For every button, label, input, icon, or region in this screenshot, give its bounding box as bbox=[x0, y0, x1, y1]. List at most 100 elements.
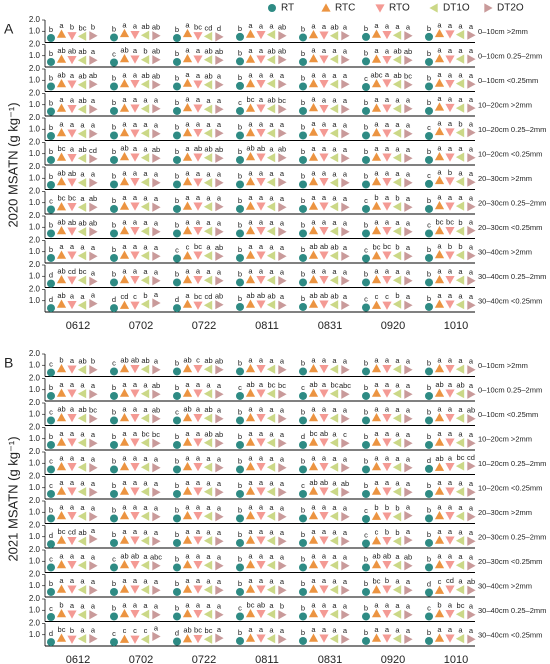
data-marker bbox=[215, 153, 224, 163]
significance-letter: a bbox=[185, 527, 190, 536]
significance-letter: a bbox=[122, 193, 127, 202]
data-marker bbox=[404, 300, 413, 310]
data-marker bbox=[119, 462, 130, 471]
significance-letter: a bbox=[196, 193, 201, 202]
significance-letter: a bbox=[59, 21, 64, 30]
significance-letter: b bbox=[238, 196, 242, 205]
significance-letter: a bbox=[248, 576, 253, 585]
significance-letter: d bbox=[49, 531, 53, 540]
data-marker bbox=[47, 440, 55, 449]
significance-letter: a bbox=[248, 503, 253, 512]
data-marker bbox=[425, 464, 433, 473]
data-marker bbox=[404, 129, 413, 139]
significance-letter: a bbox=[469, 479, 474, 488]
significance-letter: a bbox=[59, 429, 64, 438]
significance-letter: a bbox=[70, 120, 75, 129]
significance-letter: a bbox=[269, 601, 274, 610]
data-marker bbox=[77, 202, 87, 212]
significance-letter: a bbox=[217, 219, 222, 228]
data-marker bbox=[392, 536, 402, 546]
significance-letter: b bbox=[175, 383, 179, 392]
significance-letter: bc bbox=[68, 194, 76, 203]
significance-letter: b bbox=[238, 628, 242, 637]
data-marker bbox=[67, 413, 77, 423]
data-marker bbox=[308, 633, 319, 642]
significance-letter: a bbox=[343, 406, 348, 415]
significance-letter: a bbox=[406, 381, 411, 390]
significance-letter: a bbox=[185, 380, 190, 389]
data-marker bbox=[455, 79, 465, 89]
data-marker bbox=[203, 364, 213, 374]
significance-letter: b bbox=[112, 196, 116, 205]
significance-letter: b bbox=[112, 269, 116, 278]
data-marker bbox=[467, 438, 476, 448]
data-marker bbox=[404, 227, 413, 237]
significance-letter: a bbox=[259, 503, 264, 512]
significance-letter: a bbox=[133, 380, 138, 389]
significance-letter: a bbox=[269, 552, 274, 561]
y-tick-label: 2.0 bbox=[29, 423, 41, 432]
data-marker bbox=[245, 128, 256, 137]
data-marker bbox=[140, 634, 150, 644]
significance-letter: a bbox=[406, 357, 411, 366]
data-marker bbox=[371, 511, 382, 520]
data-marker bbox=[434, 633, 445, 642]
data-marker bbox=[455, 413, 465, 423]
significance-letter: a bbox=[185, 20, 190, 29]
data-marker bbox=[308, 102, 319, 112]
data-marker bbox=[329, 275, 339, 285]
data-marker bbox=[382, 560, 392, 570]
significance-letter: a bbox=[133, 405, 138, 414]
significance-letter: d bbox=[49, 295, 53, 304]
data-marker bbox=[203, 634, 213, 644]
data-marker bbox=[371, 29, 382, 38]
data-marker bbox=[278, 463, 287, 473]
significance-letter: a bbox=[259, 22, 264, 31]
significance-letter: a bbox=[332, 430, 337, 439]
significance-letter: c bbox=[144, 626, 148, 635]
significance-letter: a bbox=[374, 144, 379, 153]
data-marker bbox=[119, 535, 130, 544]
significance-letter: a bbox=[385, 95, 390, 104]
data-marker bbox=[173, 57, 181, 66]
significance-letter: a bbox=[154, 623, 159, 632]
significance-letter: b bbox=[395, 194, 399, 203]
data-marker bbox=[445, 251, 455, 260]
data-marker bbox=[77, 487, 87, 497]
data-marker bbox=[299, 563, 307, 572]
data-marker bbox=[278, 300, 287, 310]
data-marker bbox=[455, 438, 465, 448]
data-marker bbox=[266, 560, 276, 570]
significance-letter: a bbox=[469, 243, 474, 252]
significance-letter: a bbox=[248, 218, 253, 227]
significance-letter: a bbox=[458, 626, 463, 635]
data-marker bbox=[256, 226, 266, 236]
significance-letter: c bbox=[49, 604, 53, 613]
significance-letter: b bbox=[448, 168, 452, 177]
data-marker bbox=[341, 227, 350, 237]
significance-letter: a bbox=[59, 454, 64, 463]
data-marker bbox=[56, 79, 67, 88]
data-marker bbox=[182, 634, 193, 643]
data-marker bbox=[56, 299, 67, 308]
significance-letter: a bbox=[185, 454, 190, 463]
significance-letter: c bbox=[375, 528, 379, 537]
significance-letter: c bbox=[112, 629, 116, 638]
significance-letter: a bbox=[91, 121, 96, 130]
data-marker bbox=[308, 201, 319, 210]
significance-letter: b bbox=[112, 98, 116, 107]
significance-letter: a bbox=[196, 601, 201, 610]
data-marker bbox=[152, 55, 161, 65]
row-label: 10–20cm >2mm bbox=[478, 101, 532, 110]
significance-letter: a bbox=[248, 478, 253, 487]
significance-letter: b bbox=[301, 407, 305, 416]
data-marker bbox=[299, 612, 307, 621]
data-marker bbox=[173, 106, 181, 115]
significance-letter: a bbox=[80, 479, 85, 488]
significance-letter: c bbox=[49, 554, 53, 563]
data-marker bbox=[434, 126, 445, 136]
row-label: 0–10cm <0.25mm bbox=[478, 76, 538, 85]
data-marker bbox=[319, 153, 329, 162]
data-marker bbox=[319, 105, 329, 114]
data-marker bbox=[47, 514, 55, 523]
